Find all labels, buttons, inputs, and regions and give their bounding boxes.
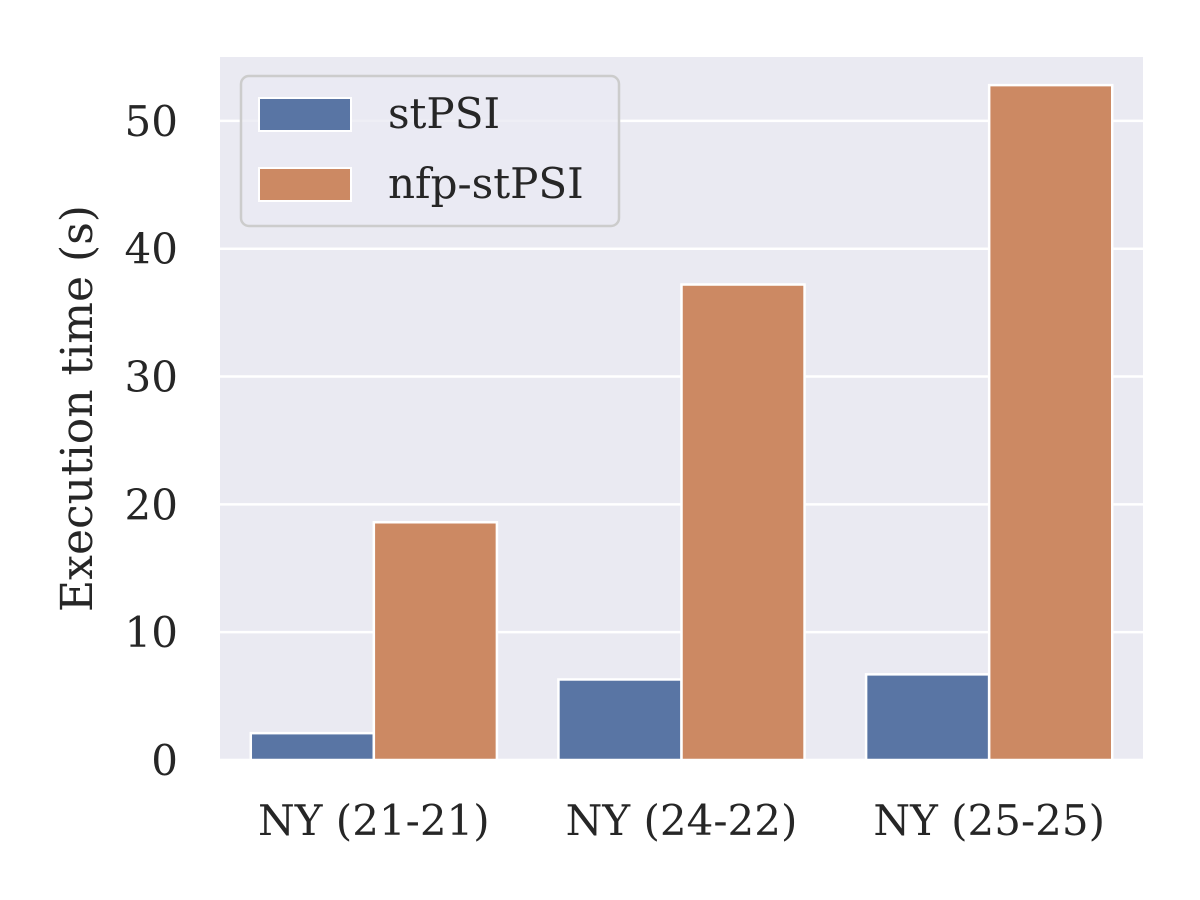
y-axis-label: Execution time (s) [52,205,103,612]
bars [249,83,1114,762]
bar-nfp-stpsi-2 [987,83,1114,762]
y-tick-label: 40 [125,225,178,274]
bar-nfp-stpsi-1 [680,283,806,762]
x-tick-label: NY (21-21) [258,796,490,845]
x-tick-label: NY (24-22) [566,796,798,845]
y-tick-label: 20 [125,480,178,529]
legend-label: stPSI [388,89,500,138]
y-axis-ticks: 0 10 20 30 40 50 [125,97,178,785]
y-tick-label: 10 [125,608,178,657]
y-tick-label: 50 [125,97,178,146]
legend-label: nfp-stPSI [388,159,584,208]
bar-stpsi-1 [557,678,683,762]
legend[interactable]: stPSI nfp-stPSI [239,74,621,228]
x-tick-label: NY (25-25) [873,796,1105,845]
legend-swatch-nfp-stpsi [258,167,352,202]
bar-stpsi-0 [249,731,376,762]
legend-swatch-stpsi [258,97,352,132]
bar-nfp-stpsi-0 [372,521,499,762]
bar-stpsi-2 [864,673,991,762]
y-tick-label: 30 [125,353,178,402]
y-tick-label: 0 [151,736,178,785]
x-axis-ticks: NY (21-21) NY (24-22) NY (25-25) [258,796,1105,845]
